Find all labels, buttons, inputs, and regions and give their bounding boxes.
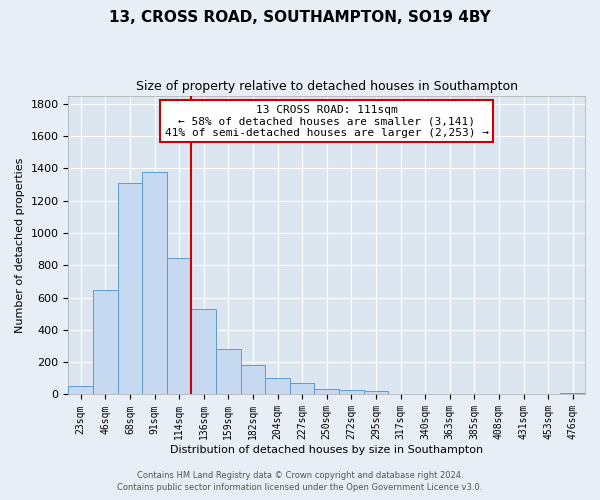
- Bar: [560, 393, 585, 394]
- Text: 13, CROSS ROAD, SOUTHAMPTON, SO19 4BY: 13, CROSS ROAD, SOUTHAMPTON, SO19 4BY: [109, 10, 491, 25]
- Bar: [191, 309, 216, 394]
- Bar: [290, 383, 314, 394]
- Bar: [93, 290, 118, 395]
- Bar: [142, 172, 167, 394]
- Bar: [339, 390, 364, 394]
- Bar: [314, 389, 339, 394]
- Bar: [265, 378, 290, 394]
- Text: 13 CROSS ROAD: 111sqm
← 58% of detached houses are smaller (3,141)
41% of semi-d: 13 CROSS ROAD: 111sqm ← 58% of detached …: [165, 104, 489, 138]
- Bar: [241, 364, 265, 394]
- Bar: [364, 391, 388, 394]
- Bar: [68, 386, 93, 394]
- X-axis label: Distribution of detached houses by size in Southampton: Distribution of detached houses by size …: [170, 445, 483, 455]
- Y-axis label: Number of detached properties: Number of detached properties: [15, 158, 25, 332]
- Bar: [118, 183, 142, 394]
- Bar: [216, 349, 241, 395]
- Title: Size of property relative to detached houses in Southampton: Size of property relative to detached ho…: [136, 80, 518, 93]
- Text: Contains HM Land Registry data © Crown copyright and database right 2024.
Contai: Contains HM Land Registry data © Crown c…: [118, 471, 482, 492]
- Bar: [167, 258, 191, 394]
